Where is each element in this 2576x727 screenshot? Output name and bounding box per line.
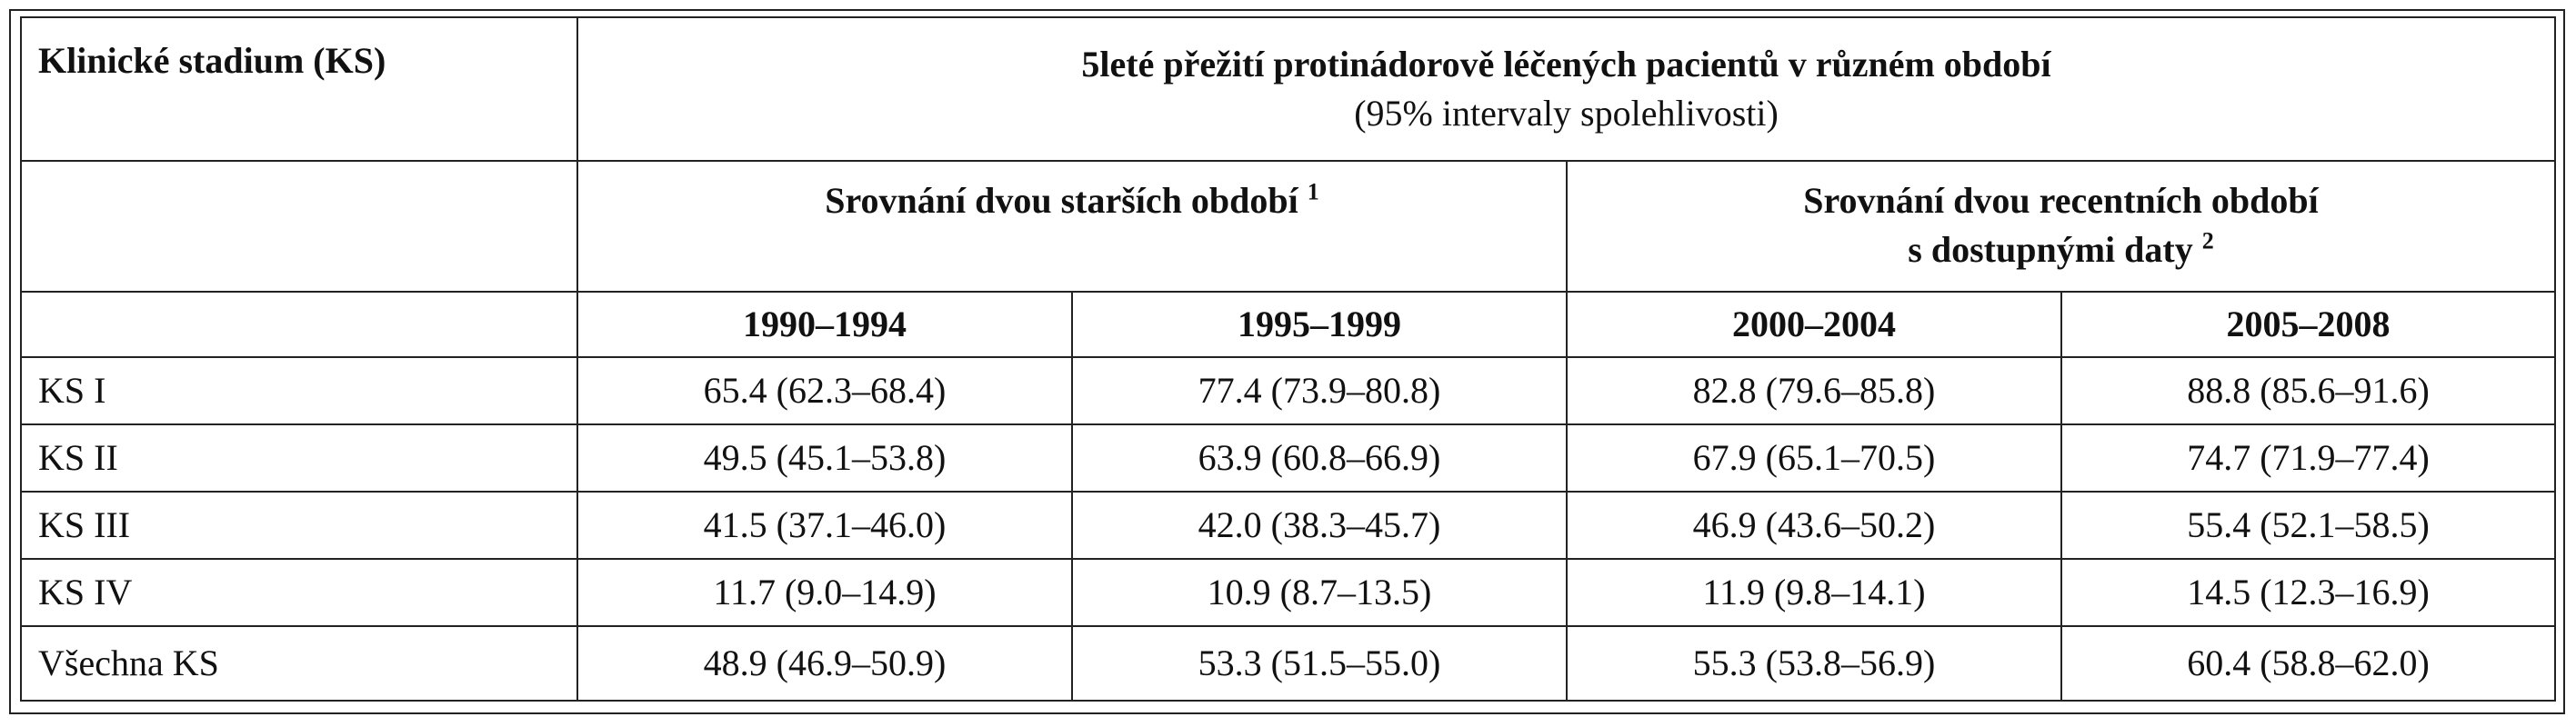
group-older-label: Srovnání dvou starších období [825, 180, 1298, 221]
value-cell: 55.4 (52.1–58.5) [2060, 491, 2557, 560]
group-recent-note: 2 [2201, 227, 2214, 254]
period-header: 2005–2008 [2060, 291, 2557, 358]
group-recent-label-line1: Srovnání dvou recentních období [1803, 180, 2319, 221]
stage-label: KS I [20, 356, 578, 425]
value-cell: 11.9 (9.8–14.1) [1566, 558, 2062, 627]
value-cell: 65.4 (62.3–68.4) [576, 356, 1073, 425]
header-row-main: Klinické stadium (KS) 5leté přežití prot… [20, 16, 2557, 162]
stage-label: KS III [20, 491, 578, 560]
period-header: 1995–1999 [1071, 291, 1568, 358]
empty-header-cell [20, 160, 578, 293]
stage-label: KS IV [20, 558, 578, 627]
survival-table: Klinické stadium (KS) 5leté přežití prot… [20, 16, 2557, 702]
value-cell: 48.9 (46.9–50.9) [576, 625, 1073, 702]
table-row: KS II 49.5 (45.1–53.8) 63.9 (60.8–66.9) … [20, 423, 2557, 493]
main-header-title: 5leté přežití protinádorově léčených pac… [1081, 44, 2051, 85]
table-row: Všechna KS 48.9 (46.9–50.9) 53.3 (51.5–5… [20, 625, 2557, 702]
main-header-subtitle: (95% intervaly spolehlivosti) [1354, 93, 1779, 134]
stage-label: Všechna KS [20, 625, 578, 702]
table-row: KS IV 11.7 (9.0–14.9) 10.9 (8.7–13.5) 11… [20, 558, 2557, 627]
table-frame [9, 9, 2565, 714]
group-recent-label-line2: s dostupnými daty [1908, 229, 2193, 270]
value-cell: 14.5 (12.3–16.9) [2060, 558, 2557, 627]
value-cell: 53.3 (51.5–55.0) [1071, 625, 1568, 702]
value-cell: 10.9 (8.7–13.5) [1071, 558, 1568, 627]
group-older-header: Srovnání dvou starších období 1 [576, 160, 1568, 293]
value-cell: 55.3 (53.8–56.9) [1566, 625, 2062, 702]
value-cell: 82.8 (79.6–85.8) [1566, 356, 2062, 425]
value-cell: 46.9 (43.6–50.2) [1566, 491, 2062, 560]
value-cell: 60.4 (58.8–62.0) [2060, 625, 2557, 702]
group-older-note: 1 [1307, 178, 1319, 205]
main-header-cell: 5leté přežití protinádorově léčených pac… [576, 16, 2557, 162]
value-cell: 41.5 (37.1–46.0) [576, 491, 1073, 560]
header-row-periods: 1990–1994 1995–1999 2000–2004 2005–2008 [20, 291, 2557, 358]
value-cell: 63.9 (60.8–66.9) [1071, 423, 1568, 493]
value-cell: 42.0 (38.3–45.7) [1071, 491, 1568, 560]
period-header: 1990–1994 [576, 291, 1073, 358]
value-cell: 88.8 (85.6–91.6) [2060, 356, 2557, 425]
table-row: KS III 41.5 (37.1–46.0) 42.0 (38.3–45.7)… [20, 491, 2557, 560]
period-header: 2000–2004 [1566, 291, 2062, 358]
group-recent-header: Srovnání dvou recentních období s dostup… [1565, 160, 2557, 293]
table-row: KS I 65.4 (62.3–68.4) 77.4 (73.9–80.8) 8… [20, 356, 2557, 425]
value-cell: 11.7 (9.0–14.9) [576, 558, 1073, 627]
value-cell: 67.9 (65.1–70.5) [1566, 423, 2062, 493]
header-row-groups: Srovnání dvou starších období 1 Srovnání… [20, 160, 2557, 293]
stage-label: KS II [20, 423, 578, 493]
value-cell: 74.7 (71.9–77.4) [2060, 423, 2557, 493]
stage-column-header: Klinické stadium (KS) [20, 16, 578, 162]
value-cell: 49.5 (45.1–53.8) [576, 423, 1073, 493]
empty-period-cell [20, 291, 578, 358]
value-cell: 77.4 (73.9–80.8) [1071, 356, 1568, 425]
